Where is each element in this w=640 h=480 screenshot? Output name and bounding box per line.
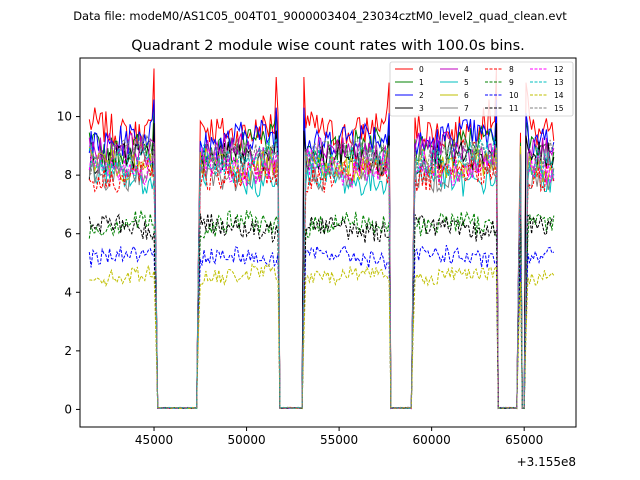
legend-label: 14 — [554, 91, 564, 100]
x-tick-label: 50000 — [227, 433, 265, 447]
y-axis: 0 2 4 6 8 10 — [57, 110, 80, 416]
y-tick-label: 2 — [64, 344, 72, 358]
legend-label: 10 — [509, 91, 519, 100]
legend-box — [389, 61, 574, 117]
legend-label: 8 — [509, 65, 514, 74]
y-tick-label: 0 — [64, 402, 72, 416]
legend-label: 5 — [464, 78, 469, 87]
legend-label: 12 — [554, 65, 564, 74]
legend-label: 11 — [509, 104, 519, 113]
x-axis: 45000 50000 55000 60000 65000 — [135, 427, 543, 447]
legend-label: 6 — [464, 91, 469, 100]
series-line-6 — [88, 145, 555, 410]
legend-label: 2 — [419, 91, 424, 100]
series-line-11 — [88, 213, 554, 410]
series-line-9 — [88, 210, 555, 410]
series-line-0 — [88, 68, 555, 410]
legend-label: 13 — [554, 78, 564, 87]
plot-frame — [79, 57, 577, 428]
series-line-15 — [88, 134, 555, 410]
legend-label: 9 — [509, 78, 514, 87]
chart-title: Quadrant 2 module wise count rates with … — [131, 38, 525, 54]
legend-label: 4 — [464, 65, 469, 74]
x-tick-label: 65000 — [505, 433, 543, 447]
x-tick-label: 45000 — [135, 433, 173, 447]
series-line-14 — [89, 263, 555, 410]
legend-label: 7 — [464, 104, 469, 113]
legend-label: 0 — [419, 65, 424, 74]
legend-label: 15 — [554, 104, 564, 113]
legend-label: 3 — [419, 104, 424, 113]
y-tick-label: 6 — [64, 227, 72, 241]
x-tick-label: 60000 — [413, 433, 451, 447]
series-line-5 — [88, 159, 555, 410]
y-tick-label: 4 — [64, 285, 72, 299]
plot-lines — [88, 68, 555, 410]
y-tick-label: 8 — [64, 168, 72, 182]
x-offset-label: +3.155e8 — [517, 455, 576, 469]
y-tick-label: 10 — [57, 110, 72, 124]
chart-suptitle: Data file: modeM0/AS1C05_004T01_90000034… — [73, 9, 567, 23]
series-line-10 — [88, 244, 555, 410]
series-line-8 — [88, 155, 555, 410]
legend-label: 1 — [419, 78, 424, 87]
x-tick-label: 55000 — [320, 433, 358, 447]
